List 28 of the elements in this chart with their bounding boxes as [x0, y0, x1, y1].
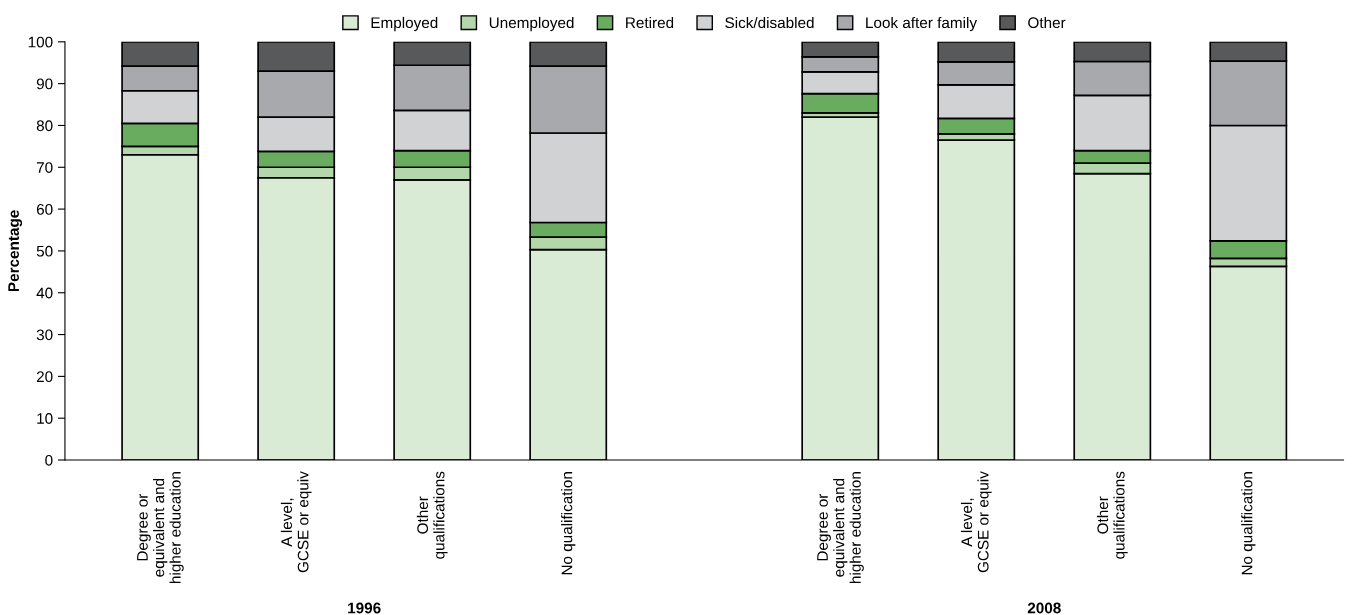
legend-label: Sick/disabled — [725, 16, 814, 29]
y-tick-label: 40 — [36, 287, 53, 299]
x-tick-label: No qualification — [1241, 472, 1256, 575]
y-tick-label: 70 — [36, 162, 53, 173]
y-tick-label: 100 — [28, 36, 53, 48]
legend-label: Employed — [371, 16, 438, 32]
legend-label: Look after family — [866, 16, 978, 32]
y-tick-label: 0 — [45, 454, 53, 466]
legend-label: Retired — [626, 16, 674, 29]
x-tick-label: Other qualifications — [1096, 471, 1128, 559]
x-tick-label: No qualification — [561, 472, 576, 575]
x-tick-label: A level, GCSE or equiv — [960, 471, 992, 573]
text: 1996 — [348, 602, 381, 614]
y-axis-title: Percentage — [8, 210, 23, 292]
text: 2008 — [1027, 602, 1061, 614]
y-tick-label: 20 — [36, 371, 53, 383]
x-tick-label: Other qualifications — [416, 471, 448, 559]
legend-label: Unemployed — [489, 16, 574, 32]
x-tick-label: Degree or equivalent and higher education — [137, 472, 184, 584]
x-tick-label: A level, GCSE or equiv — [280, 471, 312, 573]
y-tick-label: 30 — [36, 329, 53, 341]
y-tick-label: 50 — [36, 245, 53, 257]
y-tick-label: 60 — [36, 203, 53, 215]
y-tick-label: 80 — [36, 120, 53, 132]
x-tick-label: Degree or equivalent and higher education — [817, 472, 864, 584]
y-tick-label: 10 — [37, 413, 53, 424]
legend-label: Other — [1028, 16, 1066, 29]
y-tick-label: 90 — [36, 78, 53, 90]
